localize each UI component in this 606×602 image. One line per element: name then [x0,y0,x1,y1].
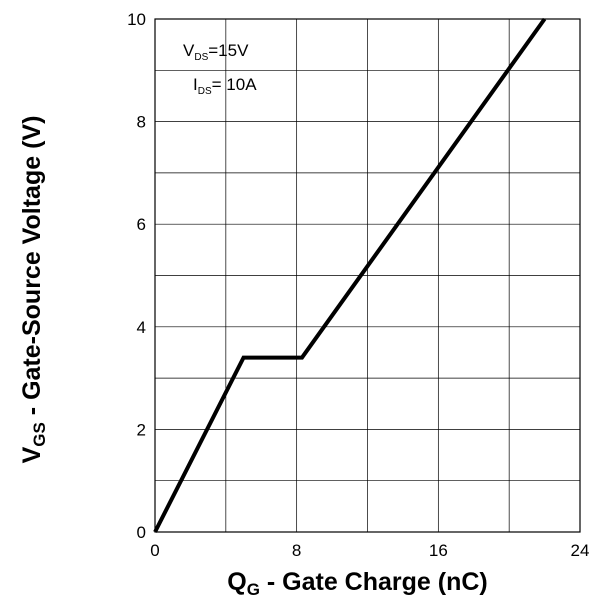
x-axis-ticks: 0 8 16 24 [150,541,589,560]
y-axis-title: VGS - Gate-Source Voltage (V) [18,116,49,464]
y-tick-label: 0 [137,523,146,542]
y-tick-label: 10 [127,10,146,29]
y-tick-label: 6 [137,215,146,234]
y-axis-ticks: 0 2 4 6 8 10 [127,10,146,542]
gate-charge-curve [153,17,547,533]
x-tick-label: 8 [292,541,301,560]
y-tick-label: 8 [137,113,146,132]
x-tick-label: 24 [571,541,590,560]
y-tick-label: 2 [137,420,146,439]
plot-frame [154,18,581,533]
annotation-ids: IDS= 10A [193,75,257,97]
y-tick-label: 4 [137,318,146,337]
x-axis-title: QG - Gate Charge (nC) [227,568,487,599]
annotation-vds: VDS=15V [183,41,249,63]
grid-lines [155,19,580,532]
x-tick-label: 16 [429,541,448,560]
x-tick-label: 0 [150,541,159,560]
